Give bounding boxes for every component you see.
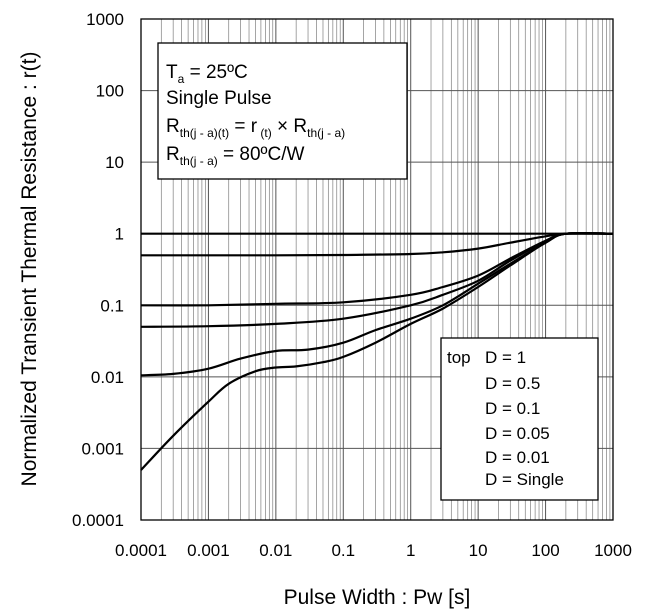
y-tick-labels: 1000 100 10 1 0.1 0.01 0.001 0.0001 — [72, 10, 124, 530]
rth-formula-note: Rth(j - a)(t) = r (t) × Rth(j - a) — [166, 116, 345, 140]
rja-value-note: Rth(j - a) = 80ºC/W — [166, 144, 304, 168]
legend-entry-d05: D = 0.5 — [485, 374, 540, 393]
series-line-6 — [140, 231, 614, 471]
y-tick-label: 0.0001 — [72, 511, 124, 530]
y-tick-label: 10 — [105, 153, 124, 172]
x-tick-label: 0.0001 — [115, 541, 167, 560]
legend: top D = 1 D = 0.5 D = 0.1 D = 0.05 D = 0… — [440, 337, 599, 501]
x-tick-label: 0.1 — [331, 541, 355, 560]
y-tick-label: 1000 — [86, 10, 124, 29]
single-pulse-note: Single Pulse — [166, 88, 272, 109]
series-layer — [140, 231, 614, 471]
y-tick-label: 0.001 — [81, 439, 124, 458]
y-tick-label: 0.1 — [100, 296, 124, 315]
legend-entry-d1: D = 1 — [485, 348, 526, 367]
legend-prefix: top — [447, 348, 471, 367]
x-tick-labels: 0.0001 0.001 0.01 0.1 1 10 100 1000 — [115, 541, 632, 560]
y-tick-label: 100 — [96, 82, 124, 101]
plot-frame — [140, 18, 614, 521]
ambient-temperature-note: Ta = 25ºC — [166, 62, 248, 86]
series-line-2 — [140, 232, 614, 257]
x-tick-label: 10 — [469, 541, 488, 560]
x-axis-title: Pulse Width : Pw [s] — [284, 586, 471, 609]
legend-entry-d01: D = 0.1 — [485, 399, 540, 418]
legend-entry-d005: D = 0.05 — [485, 424, 550, 443]
conditions-box-frame — [157, 42, 408, 180]
x-tick-label: 100 — [531, 541, 559, 560]
y-tick-label: 0.01 — [91, 368, 124, 387]
y-axis-title: Normalized Transient Thermal Resistance … — [18, 52, 41, 487]
legend-entry-single: D = Single — [485, 470, 564, 489]
conditions-box: Ta = 25ºC Single Pulse Rth(j - a)(t) = r… — [157, 42, 408, 180]
x-tick-label: 0.001 — [187, 541, 230, 560]
y-tick-label: 1 — [115, 225, 124, 244]
legend-entry-d001: D = 0.01 — [485, 448, 550, 467]
legend-frame — [440, 337, 599, 501]
x-tick-label: 1000 — [594, 541, 632, 560]
x-tick-label: 1 — [406, 541, 415, 560]
x-tick-label: 0.01 — [259, 541, 292, 560]
